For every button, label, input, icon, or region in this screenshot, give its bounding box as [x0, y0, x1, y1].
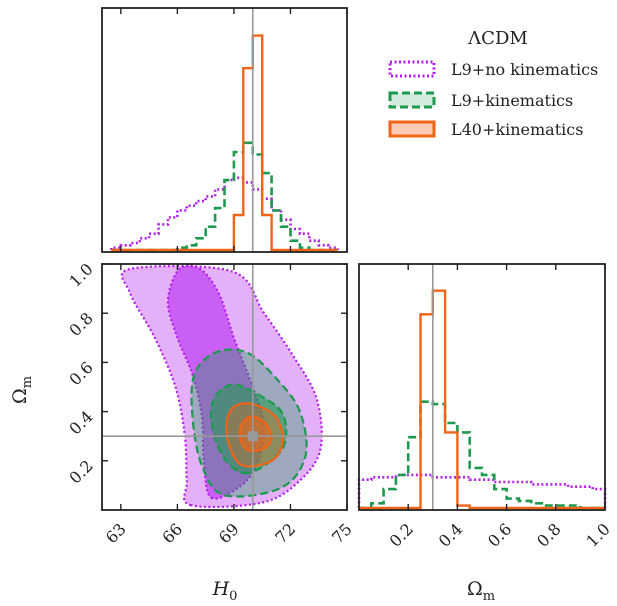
- legend-entry-l9-no-kinematics: L9+no kinematics: [388, 60, 598, 79]
- om-histogram-l9-kinematics: [359, 400, 605, 510]
- om-histogram-l40-kinematics: [359, 289, 605, 510]
- h0-om-contour-panel: [101, 263, 348, 511]
- h0-histogram-frame: [101, 7, 348, 253]
- tick-label-h0: 66: [158, 519, 186, 547]
- tick-label-om-y: 0.4: [65, 407, 96, 438]
- truth-marker: [247, 431, 258, 442]
- y-axis-label-om: Ωm: [9, 376, 35, 404]
- legend-swatch-l9-kinematics: [388, 91, 436, 109]
- tick-label-om-x: 0.2: [386, 519, 417, 550]
- tick-label-om-y: 0.6: [65, 358, 96, 389]
- legend-label-l40-kinematics: L40+kinematics: [451, 120, 583, 139]
- legend-title: ΛCDM: [467, 28, 528, 49]
- h0-histogram-panel: [101, 7, 348, 253]
- legend-label-l9-kinematics: L9+kinematics: [451, 91, 573, 110]
- tick-label-om-x: 0.4: [435, 519, 466, 550]
- legend: ΛCDM L9+no kinematics L9+kinematics L40+…: [388, 28, 598, 139]
- tick-label-h0: 75: [328, 519, 356, 547]
- legend-label-l9-no-kinematics: L9+no kinematics: [451, 60, 598, 79]
- tick-label-om-x: 0.8: [533, 519, 564, 550]
- tick-label-om-y: 0.8: [65, 309, 96, 340]
- legend-swatch-l40-kinematics: [388, 120, 436, 138]
- legend-entry-l40-kinematics: L40+kinematics: [388, 120, 583, 139]
- tick-label-h0: 63: [102, 519, 130, 547]
- tick-label-om-x: 0.6: [484, 519, 515, 550]
- contour-frame: [101, 263, 348, 511]
- h0-histogram-l40-kinematics: [111, 34, 338, 252]
- x-axis-label-om: Ωm: [467, 578, 495, 604]
- om-histogram-frame: [358, 263, 606, 511]
- om-histogram-panel: [357, 263, 607, 511]
- x-axis-label-h0: H0: [212, 578, 238, 604]
- tick-label-om-x: 1.0: [582, 519, 613, 550]
- tick-label-om-y: 0.2: [65, 456, 96, 487]
- h0-histogram-l9-no-kinematics: [110, 176, 339, 250]
- legend-entry-l9-kinematics: L9+kinematics: [388, 91, 573, 110]
- tick-label-h0: 69: [215, 519, 243, 547]
- tick-label-h0: 72: [271, 519, 299, 547]
- tick-label-om-y: 1.0: [65, 259, 96, 290]
- legend-swatch-l9-no-kinematics: [388, 60, 436, 78]
